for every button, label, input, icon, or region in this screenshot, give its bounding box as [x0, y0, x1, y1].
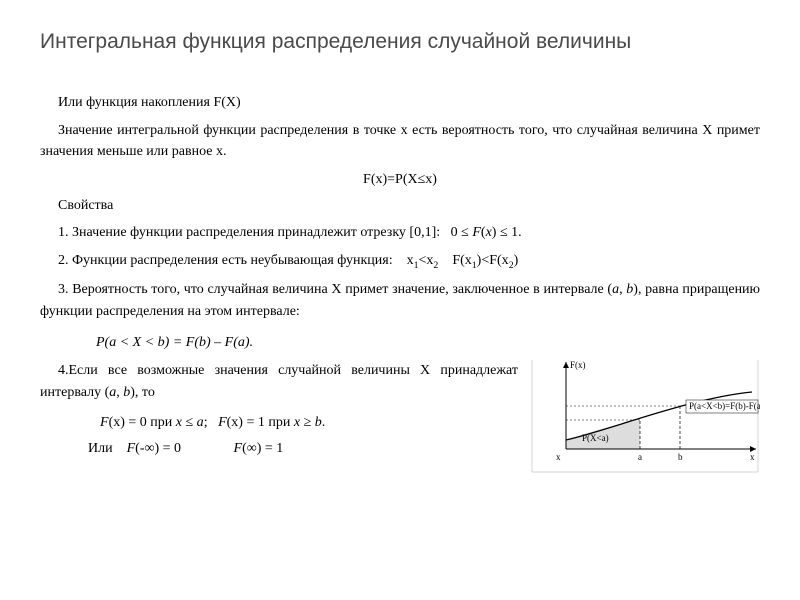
prop2-text: 2. Функции распределения есть неубывающа… [58, 253, 414, 268]
bf1-c: = 0 при [125, 415, 176, 430]
bf1-d: x ≤ a [176, 415, 204, 430]
bf2-e: (∞) = 1 [242, 441, 283, 456]
property-3: 3. Вероятность того, что случайная велич… [40, 279, 760, 322]
bf1-g: (x) [227, 415, 243, 430]
svg-text:P(a<X<b)=F(b)-F(a): P(a<X<b)=F(b)-F(a) [689, 401, 760, 411]
properties-header: Свойства [40, 195, 760, 217]
cdf-chart-svg: a b F(x) x x P(X<a) P(a<X<b)=F(b)-F(a) [530, 360, 760, 474]
property-3-formula: P(a < X < b) = F(b) – F(a). [40, 332, 760, 354]
svg-text:P(X<a): P(X<a) [582, 433, 609, 443]
bf1-e: ; [204, 415, 218, 430]
body-text: Или функция накопления F(X) Значение инт… [40, 92, 760, 474]
intro-line-2: Значение интегральной функции распределе… [40, 120, 760, 163]
property-1: 1. Значение функции распределения принад… [40, 222, 760, 244]
bf2-a: Или [88, 441, 127, 456]
prop4-c: ), то [130, 385, 155, 400]
prop2-d: ) [514, 253, 519, 268]
bf2-c: (-∞) = 0 [135, 441, 233, 456]
property-2: 2. Функции распределения есть неубывающа… [40, 250, 760, 273]
bf2-F2: F [234, 441, 243, 456]
bf2-F1: F [127, 441, 136, 456]
intro-formula: F(x)=P(X≤x) [40, 169, 760, 191]
svg-text:x: x [750, 452, 755, 462]
page-title: Интегральная функция распределения случа… [40, 30, 760, 54]
bf1-i: x ≥ b [294, 415, 322, 430]
svg-text:b: b [678, 452, 683, 462]
bf1-j: . [322, 415, 326, 430]
prop3-a: 3. Вероятность того, что случайная велич… [58, 282, 612, 297]
svg-text:F(x): F(x) [570, 360, 586, 370]
prop2-a: <x [419, 253, 434, 268]
intro-line-1: Или функция накопления F(X) [40, 92, 760, 114]
cdf-chart: a b F(x) x x P(X<a) P(a<X<b)=F(b)-F(a) [530, 360, 760, 474]
svg-text:x: x [556, 452, 561, 462]
prop2-b: F(x [438, 253, 471, 268]
prop1-F: F [472, 225, 481, 240]
prop1-text: 1. Значение функции распределения принад… [58, 225, 472, 240]
prop2-c: )<F(x [477, 253, 509, 268]
svg-text:a: a [638, 452, 642, 462]
prop1-end: ) ≤ 1. [492, 225, 522, 240]
bf1-x1: (x) [109, 415, 125, 430]
bf1-F1: F [100, 415, 109, 430]
bf1-h: = 1 при [243, 415, 294, 430]
bf1-F2: F [218, 415, 227, 430]
